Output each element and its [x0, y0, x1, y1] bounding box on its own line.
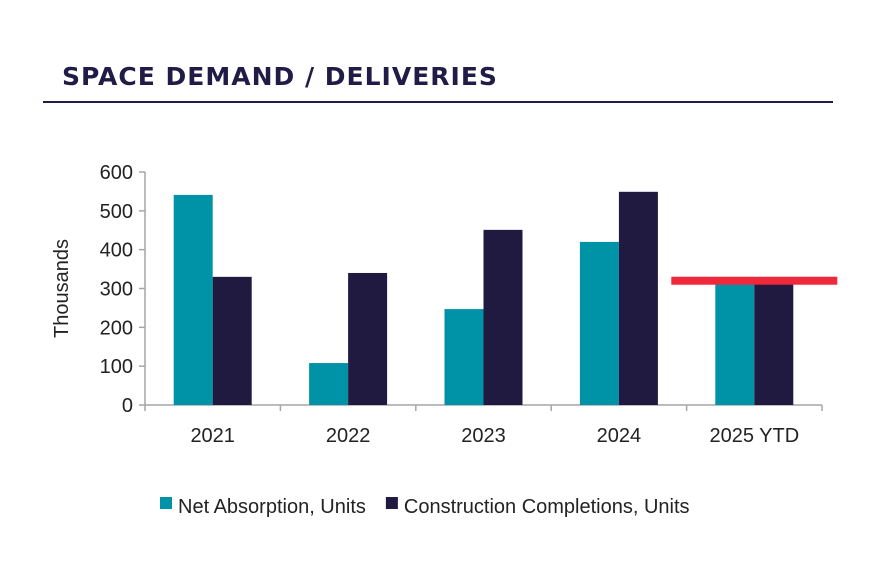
y-tick-label: 600	[100, 162, 133, 184]
y-tick-label: 100	[100, 356, 133, 378]
bar-completions	[212, 276, 252, 405]
ytd-marker-line	[671, 276, 838, 285]
x-tick-label: 2024	[597, 425, 642, 447]
y-axis-label: Thousands	[51, 239, 73, 338]
x-tick-label: 2023	[461, 425, 506, 447]
legend-label: Net Absorption, Units	[178, 496, 366, 518]
bar-completions	[754, 283, 794, 405]
y-tick-label: 300	[100, 279, 133, 301]
bar-completions	[618, 191, 658, 405]
bar-absorption	[309, 363, 349, 405]
title-divider	[43, 101, 833, 103]
y-tick-label: 200	[100, 317, 133, 339]
y-tick-label: 0	[122, 395, 133, 417]
bar-absorption	[579, 241, 619, 405]
bar-completions	[348, 272, 388, 405]
bar-absorption	[173, 194, 213, 405]
y-tick-label: 500	[100, 201, 133, 223]
x-tick-label: 2025 YTD	[709, 425, 799, 447]
bar-completions	[483, 229, 523, 405]
chart-title: SPACE DEMAND / DELIVERIES	[62, 62, 498, 91]
bar-absorption	[444, 309, 484, 405]
bar-absorption	[715, 283, 755, 405]
legend-swatch	[385, 497, 398, 509]
legend-swatch	[160, 497, 172, 509]
y-tick-label: 400	[100, 240, 133, 262]
x-tick-label: 2021	[190, 425, 235, 447]
x-tick-label: 2022	[326, 425, 371, 447]
legend-label: Construction Completions, Units	[404, 496, 690, 518]
